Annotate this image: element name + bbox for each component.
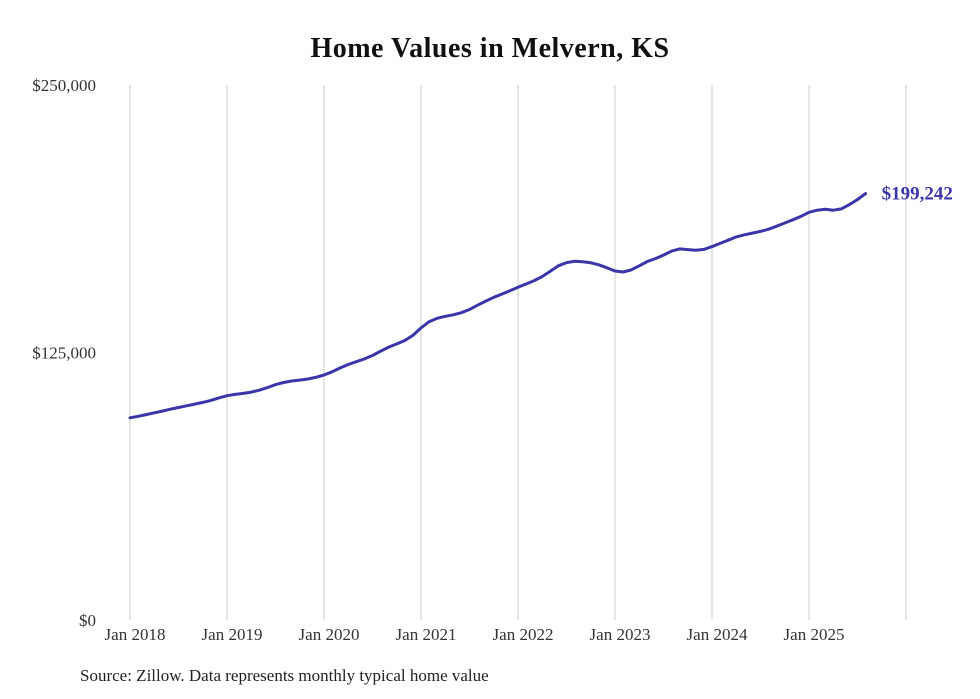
x-tick-label-4: Jan 2022 [493, 625, 554, 644]
x-tick-label-1: Jan 2019 [202, 625, 263, 644]
y-tick-label-1: $125,000 [32, 344, 96, 363]
gridlines [129, 85, 907, 620]
value-line [128, 192, 868, 420]
y-axis-tick-labels: $0 $125,000 $250,000 [32, 76, 96, 630]
y-tick-label-2: $250,000 [32, 76, 96, 95]
x-tick-label-0: Jan 2018 [105, 625, 166, 644]
x-tick-label-6: Jan 2024 [687, 625, 748, 644]
x-axis-tick-labels: Jan 2018 Jan 2019 Jan 2020 Jan 2021 Jan 2022… [105, 625, 845, 644]
x-tick-label-7: Jan 2025 [784, 625, 845, 644]
x-tick-label-3: Jan 2021 [396, 625, 457, 644]
chart-title: Home Values in Melvern, KS [310, 33, 670, 64]
x-tick-label-2: Jan 2020 [299, 625, 360, 644]
y-tick-label-0: $0 [79, 611, 96, 630]
x-tick-label-5: Jan 2023 [590, 625, 651, 644]
latest-value-label: $199,242 [882, 184, 953, 205]
source-note: Source: Zillow. Data represents monthly … [80, 666, 489, 685]
